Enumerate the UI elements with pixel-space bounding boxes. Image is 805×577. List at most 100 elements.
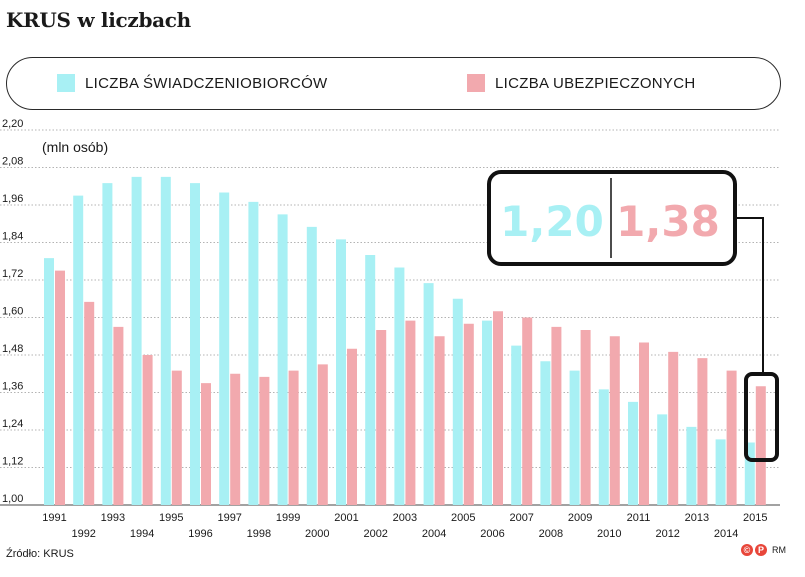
legend-item-beneficiaries: LICZBA ŚWIADCZENIOBIORCÓW [57, 74, 328, 92]
bar-insured [288, 370, 299, 505]
bar-beneficiaries [394, 267, 405, 505]
x-tick-label: 1999 [276, 512, 300, 524]
bar-beneficiaries [306, 226, 317, 505]
x-tick-label: 2001 [334, 512, 358, 524]
bar-insured [376, 330, 387, 505]
callout-value-beneficiaries: 1,20 [500, 197, 604, 246]
bar-beneficiaries [657, 414, 668, 505]
bar-beneficiaries [44, 258, 54, 505]
bar-insured [55, 270, 65, 505]
bar-insured [84, 301, 95, 505]
bar-insured [697, 358, 708, 505]
bar-beneficiaries [511, 345, 522, 505]
x-tick-label: 1998 [247, 528, 271, 540]
bar-insured [317, 364, 328, 505]
bar-beneficiaries [628, 401, 638, 505]
legend-label-beneficiaries: LICZBA ŚWIADCZENIOBIORCÓW [85, 74, 328, 92]
x-tick-label: 2002 [363, 528, 387, 540]
x-tick-label: 1995 [159, 512, 183, 524]
bar-beneficiaries [744, 442, 755, 505]
bar-beneficiaries [686, 426, 697, 505]
x-tick-label: 1993 [101, 512, 125, 524]
copyright-icon: © [741, 544, 753, 556]
bar-insured [113, 326, 124, 505]
y-tick-label: 1,00 [2, 493, 23, 505]
bar-beneficiaries [219, 192, 230, 505]
y-tick-label: 1,24 [2, 418, 23, 430]
bar-beneficiaries [131, 176, 142, 505]
bar-insured [230, 373, 241, 505]
bar-beneficiaries [73, 195, 84, 505]
x-tick-label: 1997 [217, 512, 241, 524]
callout-connector [735, 217, 764, 376]
legend-item-insured: LICZBA UBEZPIECZONYCH [467, 74, 696, 92]
x-tick-label: 1992 [71, 528, 95, 540]
legend-label-insured: LICZBA UBEZPIECZONYCH [495, 74, 696, 92]
x-tick-label: 2015 [743, 512, 767, 524]
x-tick-label: 2013 [685, 512, 709, 524]
x-tick-label: 1996 [188, 528, 212, 540]
bar-insured [609, 336, 620, 505]
grid-layer [0, 129, 780, 506]
bar-insured [259, 376, 270, 505]
bar-insured [668, 351, 679, 505]
callout-highlight-2015 [744, 372, 779, 462]
y-tick-label: 1,36 [2, 381, 23, 393]
x-tick-label: 2006 [480, 528, 504, 540]
bar-insured [347, 348, 357, 505]
y-tick-label: 1,48 [2, 343, 23, 355]
bar-beneficiaries [423, 283, 434, 505]
x-tick-label: 2009 [568, 512, 592, 524]
x-tick-label: 1991 [42, 512, 66, 524]
bar-insured [551, 326, 562, 505]
p-icon: P [755, 544, 767, 556]
y-tick-label: 1,72 [2, 268, 23, 280]
legend-swatch-insured [467, 74, 485, 92]
bar-beneficiaries [540, 361, 551, 505]
bar-insured [434, 336, 445, 505]
bar-insured [142, 355, 153, 505]
x-tick-label: 2010 [597, 528, 621, 540]
bar-beneficiaries [452, 298, 463, 505]
bar-beneficiaries [336, 239, 346, 505]
y-tick-label: 1,96 [2, 193, 23, 205]
x-tick-label: 2005 [451, 512, 475, 524]
y-tick-label: 1,12 [2, 456, 23, 468]
bar-insured [522, 317, 533, 505]
bar-insured [463, 323, 474, 505]
y-tick-label: 1,84 [2, 231, 23, 243]
x-tick-label: 2004 [422, 528, 446, 540]
bar-insured [201, 383, 211, 505]
y-tick-label: 2,08 [2, 156, 23, 168]
source-note: Źródło: KRUS [6, 548, 74, 560]
bars-layer [44, 176, 766, 505]
bar-beneficiaries [248, 201, 259, 505]
bar-insured [755, 386, 766, 505]
x-tick-label: 2012 [655, 528, 679, 540]
y-tick-label: 2,20 [2, 118, 23, 130]
x-tick-label: 2014 [714, 528, 738, 540]
bar-insured [493, 311, 503, 505]
bar-beneficiaries [598, 389, 609, 505]
x-axis-ticks: 1991 1992 1993 1994 1995 1996 1997 1998 1999 2000… [42, 512, 767, 540]
x-tick-label: 2000 [305, 528, 329, 540]
legend: LICZBA ŚWIADCZENIOBIORCÓW LICZBA UBEZPIE… [6, 57, 781, 110]
y-axis-ticks: 1,00 1,12 1,24 1,36 1,48 1,60 1,72 1,84 1,96 2,08… [2, 118, 23, 505]
bar-insured [726, 370, 737, 505]
unit-label: (mln osób) [42, 139, 108, 155]
callout: 1,20 1,38 [487, 170, 779, 462]
bar-beneficiaries [190, 183, 200, 505]
bar-beneficiaries [482, 320, 492, 505]
callout-value-insured: 1,38 [616, 197, 720, 246]
y-tick-label: 1,60 [2, 306, 23, 318]
bar-insured [405, 320, 416, 505]
bar-insured [639, 342, 649, 505]
bar-beneficiaries [160, 176, 171, 505]
bar-beneficiaries [365, 255, 376, 505]
bar-beneficiaries [569, 370, 580, 505]
bar-beneficiaries [102, 183, 113, 505]
x-tick-label: 1994 [130, 528, 154, 540]
bar-insured [580, 330, 591, 505]
credit: © P RM [741, 544, 786, 556]
